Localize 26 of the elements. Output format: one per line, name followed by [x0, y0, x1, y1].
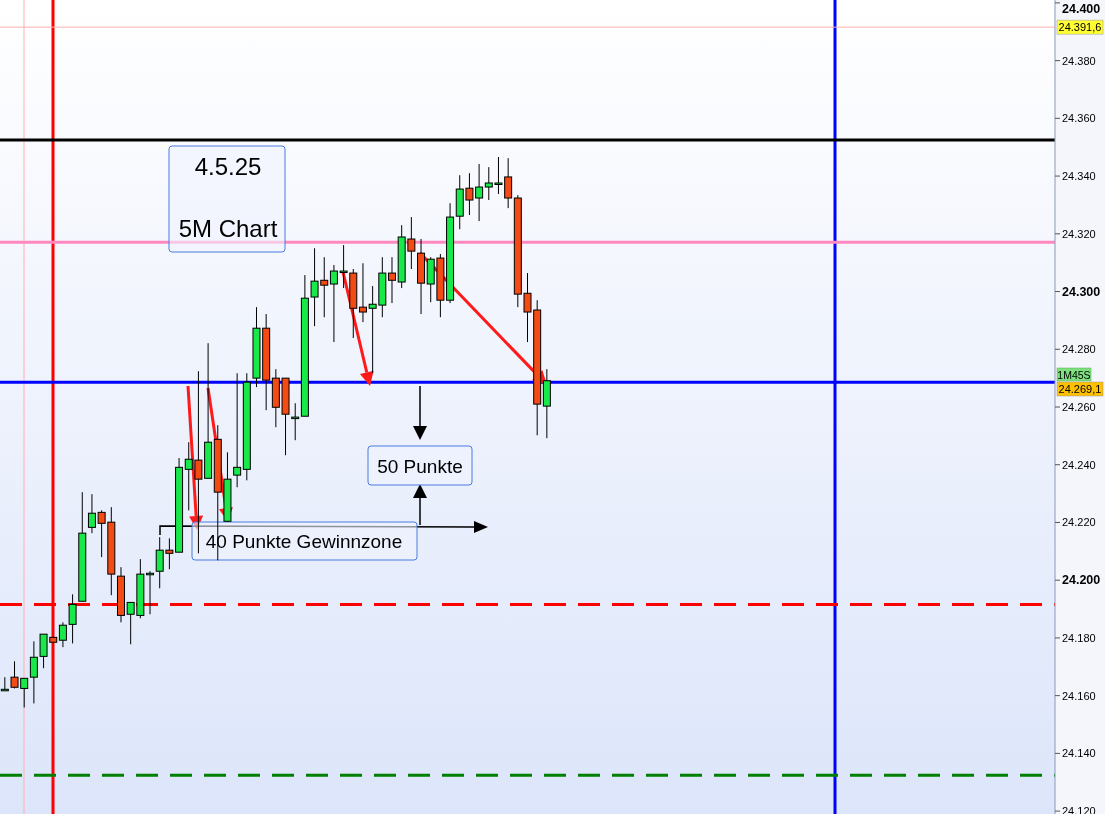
y-tick-label: 24.240: [1062, 458, 1096, 471]
text: 24.269,1: [1058, 383, 1102, 395]
y-tick-label: 24.200: [1062, 573, 1101, 588]
text: 1M45S: [1057, 368, 1091, 381]
ref-line-label: 24.391,6: [1058, 21, 1102, 34]
y-tick-label: 24.320: [1062, 227, 1096, 240]
y-tick-label: 24.400: [1062, 2, 1101, 16]
candlestick: [233, 372, 242, 488]
annotation: 4.5.25: [194, 152, 262, 180]
y-tick-label: 24.160: [1062, 689, 1096, 702]
candlestick: [58, 621, 67, 648]
candlestick: [29, 640, 38, 704]
annotation: 5M Chart: [178, 214, 278, 242]
annotation: 50 Punkte: [377, 455, 463, 477]
y-tick-label: 24.220: [1062, 516, 1096, 529]
y-tick-label: 24.260: [1062, 401, 1096, 413]
y-tick-label: 24.360: [1062, 112, 1096, 125]
y-tick-label: 24.300: [1062, 284, 1101, 299]
y-tick-label: 24.180: [1062, 631, 1096, 644]
y-tick-label: 24.340: [1062, 170, 1096, 183]
candlestick: [68, 593, 77, 644]
y-tick-label: 24.140: [1062, 747, 1096, 760]
y-tick-label: 24.380: [1062, 54, 1096, 67]
candlestick: [388, 256, 396, 304]
y-tick-label: 24.280: [1062, 343, 1096, 356]
candlestick: [291, 402, 300, 441]
